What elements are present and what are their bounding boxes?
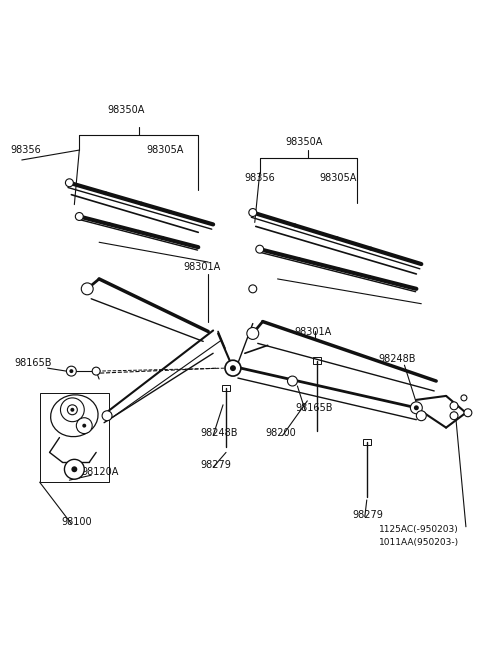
Circle shape <box>92 367 100 375</box>
Circle shape <box>450 402 458 410</box>
Circle shape <box>107 222 111 226</box>
Circle shape <box>225 360 241 376</box>
Bar <box>313 357 321 364</box>
Circle shape <box>464 409 472 417</box>
Circle shape <box>103 191 108 195</box>
Text: 98165B: 98165B <box>15 358 52 368</box>
Circle shape <box>293 223 297 227</box>
Text: 98305A: 98305A <box>319 173 357 183</box>
Circle shape <box>82 424 86 428</box>
Circle shape <box>67 405 77 415</box>
Circle shape <box>461 395 467 401</box>
Text: 98356: 98356 <box>10 145 41 155</box>
Circle shape <box>256 245 264 253</box>
Circle shape <box>410 402 422 414</box>
Text: 98200: 98200 <box>265 428 297 438</box>
Circle shape <box>335 237 339 240</box>
Text: 98350A: 98350A <box>286 137 323 147</box>
Circle shape <box>416 411 426 420</box>
Text: 98350A: 98350A <box>107 105 144 116</box>
Circle shape <box>75 212 83 221</box>
Text: 98301A: 98301A <box>294 327 332 336</box>
Bar <box>40 393 109 482</box>
Circle shape <box>168 210 172 214</box>
Text: 98301A: 98301A <box>183 262 221 272</box>
Circle shape <box>64 459 84 479</box>
Circle shape <box>76 418 92 434</box>
Circle shape <box>102 411 112 420</box>
Text: 98279: 98279 <box>200 461 231 470</box>
Text: 98279: 98279 <box>352 510 383 520</box>
Text: 1011AA(950203-): 1011AA(950203-) <box>379 537 459 547</box>
Text: 98356: 98356 <box>245 173 276 183</box>
Circle shape <box>367 275 372 279</box>
Circle shape <box>72 466 77 472</box>
Circle shape <box>139 202 143 206</box>
Circle shape <box>230 365 236 371</box>
Text: 98100: 98100 <box>61 517 92 527</box>
Text: 98165B: 98165B <box>295 403 333 413</box>
Circle shape <box>297 257 301 261</box>
Circle shape <box>369 246 373 250</box>
Circle shape <box>81 283 93 295</box>
Text: 98305A: 98305A <box>147 145 184 155</box>
Circle shape <box>247 327 259 340</box>
Text: 98248B: 98248B <box>379 354 416 364</box>
Text: 98248B: 98248B <box>200 428 238 438</box>
Ellipse shape <box>51 395 98 437</box>
Circle shape <box>288 376 298 386</box>
Circle shape <box>249 208 257 217</box>
Text: 98120A: 98120A <box>81 467 119 477</box>
Circle shape <box>65 179 73 187</box>
Circle shape <box>71 408 74 412</box>
Circle shape <box>60 398 84 422</box>
Circle shape <box>450 412 458 420</box>
Text: 1125AC(-950203): 1125AC(-950203) <box>379 525 458 533</box>
Circle shape <box>414 405 419 410</box>
Circle shape <box>137 230 141 234</box>
Circle shape <box>70 369 73 373</box>
Circle shape <box>161 236 165 240</box>
Bar <box>363 438 371 445</box>
Circle shape <box>66 366 76 376</box>
Circle shape <box>336 267 340 271</box>
Bar <box>222 385 230 391</box>
Circle shape <box>249 285 257 293</box>
